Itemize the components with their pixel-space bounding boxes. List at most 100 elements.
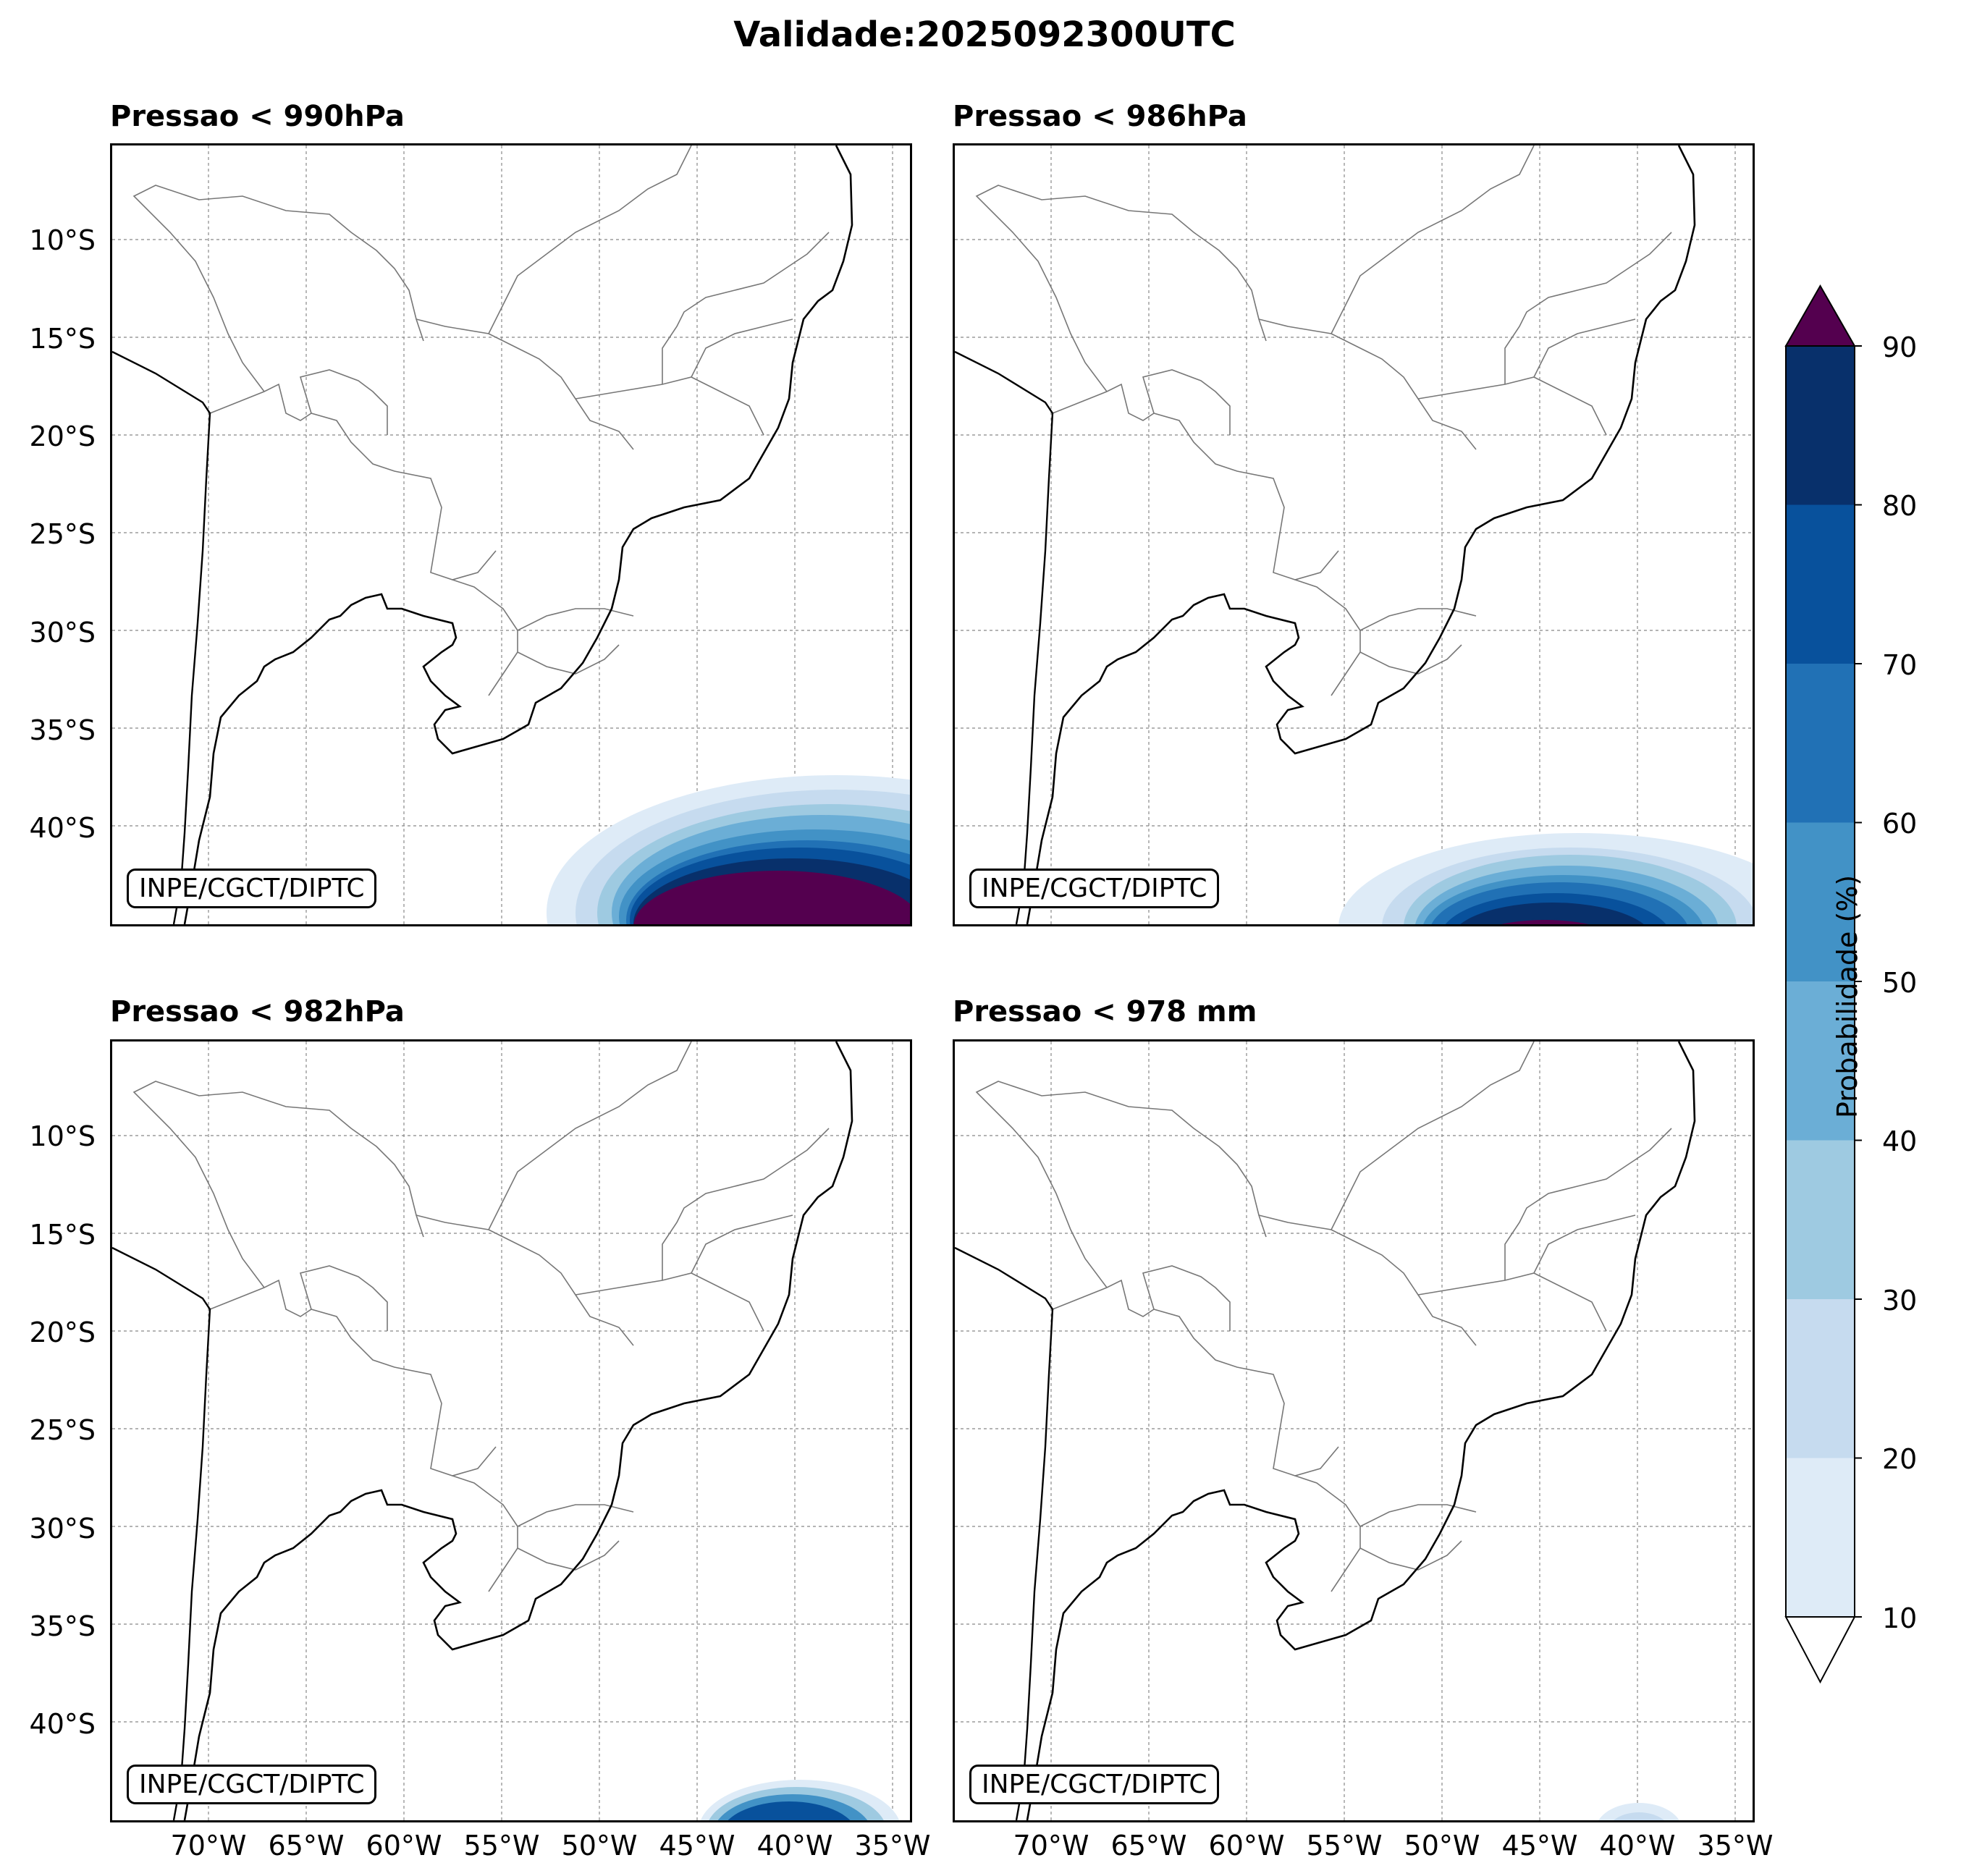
border-line — [416, 1214, 634, 1346]
colorbar-tick: 30 — [1882, 1285, 1918, 1317]
border-line — [1142, 369, 1231, 435]
state-borders — [975, 1041, 1672, 1592]
panel-title-986: Pressao < 986hPa — [953, 100, 1247, 133]
graticule — [955, 145, 1753, 924]
map-panel-986: INPE/CGCT/DIPTC — [953, 143, 1755, 926]
lon-label: 55°W — [463, 1830, 540, 1862]
lon-label: 40°W — [756, 1830, 833, 1862]
border-line — [209, 383, 497, 580]
border-line — [299, 1265, 388, 1331]
border-line — [517, 1504, 634, 1527]
state-borders — [132, 145, 830, 696]
colorbar-tick: 70 — [1882, 649, 1918, 681]
border-line — [517, 608, 634, 631]
lat-label: 10°S — [29, 1120, 96, 1152]
map-canvas — [955, 1041, 1753, 1820]
border-line — [517, 1540, 620, 1571]
map-canvas — [112, 145, 910, 924]
colorbar-tick: 80 — [1882, 490, 1918, 522]
east-coastline — [1026, 1041, 1696, 1820]
panel-title-982: Pressao < 982hPa — [110, 995, 405, 1028]
east-coastline — [183, 145, 853, 924]
lat-label: 25°S — [29, 518, 96, 550]
border-line — [1258, 1214, 1477, 1346]
border-line — [575, 376, 764, 436]
lon-label: 50°W — [561, 1830, 638, 1862]
lat-label: 25°S — [29, 1414, 96, 1446]
border-line — [1533, 318, 1636, 378]
border-line — [488, 1041, 692, 1230]
east-coastline — [1026, 145, 1696, 924]
colorbar-label: Probabilidade (%) — [1831, 874, 1863, 1118]
credit-box: INPE/CGCT/DIPTC — [127, 869, 377, 908]
lat-label: 35°S — [29, 714, 96, 746]
lat-label: 40°S — [29, 812, 96, 844]
colorbar-segment — [1786, 1140, 1855, 1299]
lat-label: 35°S — [29, 1610, 96, 1642]
colorbar-tick: 10 — [1882, 1602, 1918, 1634]
colorbar-segment — [1786, 822, 1855, 981]
border-line — [416, 318, 634, 450]
border-line — [132, 1081, 424, 1288]
map-panel-982: INPE/CGCT/DIPTC — [110, 1039, 912, 1822]
probability-contour — [728, 1801, 851, 1820]
lon-label: 55°W — [1306, 1830, 1383, 1862]
panel-title-978: Pressao < 978 mm — [953, 995, 1257, 1028]
panel-title-990: Pressao < 990hPa — [110, 100, 405, 133]
colorbar-segment — [1786, 981, 1855, 1141]
colorbar-segment — [1786, 1299, 1855, 1458]
colorbar-tick: 60 — [1882, 808, 1918, 840]
credit-box: INPE/CGCT/DIPTC — [969, 1765, 1220, 1804]
border-line — [1359, 1504, 1477, 1527]
west-coastline — [955, 1246, 1054, 1820]
lon-label: 45°W — [1501, 1830, 1578, 1862]
colorbar-segment — [1786, 346, 1855, 505]
border-line — [488, 145, 692, 334]
probability-contour — [1598, 1803, 1679, 1820]
border-line — [452, 579, 518, 696]
lat-label: 30°S — [29, 617, 96, 648]
graticule — [112, 1041, 910, 1820]
graticule — [955, 1041, 1753, 1820]
map-canvas — [112, 1041, 910, 1820]
west-coastline — [112, 1246, 211, 1820]
border-line — [1504, 232, 1672, 384]
border-line — [975, 1081, 1267, 1288]
border-line — [452, 1475, 518, 1592]
lon-label: 65°W — [268, 1830, 345, 1862]
border-line — [1052, 383, 1339, 580]
colorbar-segment — [1786, 1458, 1855, 1617]
figure-title: Validade:2025092300UTC — [733, 14, 1236, 55]
border-line — [1417, 1272, 1607, 1332]
probability-contour — [633, 871, 910, 924]
probability-field — [1598, 1803, 1679, 1820]
border-line — [1359, 644, 1462, 675]
border-line — [1331, 145, 1535, 334]
border-line — [1052, 1279, 1339, 1476]
border-line — [132, 185, 424, 392]
border-line — [1359, 1540, 1462, 1571]
lat-label: 20°S — [29, 1317, 96, 1348]
lon-label: 35°W — [854, 1830, 931, 1862]
border-line — [1359, 608, 1477, 631]
lon-label: 40°W — [1599, 1830, 1676, 1862]
colorbar-under-extension — [1784, 1616, 1856, 1684]
lon-label: 50°W — [1404, 1830, 1480, 1862]
west-coastline — [112, 350, 211, 924]
border-line — [209, 1279, 497, 1476]
probability-field — [700, 1780, 900, 1820]
colorbar-tick: 20 — [1882, 1443, 1918, 1475]
map-panel-978: INPE/CGCT/DIPTC — [953, 1039, 1755, 1822]
lon-label: 70°W — [170, 1830, 247, 1862]
lon-label: 70°W — [1013, 1830, 1089, 1862]
border-line — [1294, 1475, 1361, 1592]
east-coastline — [183, 1041, 853, 1820]
probability-field — [1338, 833, 1753, 924]
probability-contour — [1501, 920, 1588, 924]
lat-label: 10°S — [29, 224, 96, 256]
credit-box: INPE/CGCT/DIPTC — [127, 1765, 377, 1804]
border-line — [662, 232, 830, 384]
lon-label: 60°W — [1208, 1830, 1285, 1862]
border-line — [1504, 1128, 1672, 1280]
lat-label: 15°S — [29, 323, 96, 355]
